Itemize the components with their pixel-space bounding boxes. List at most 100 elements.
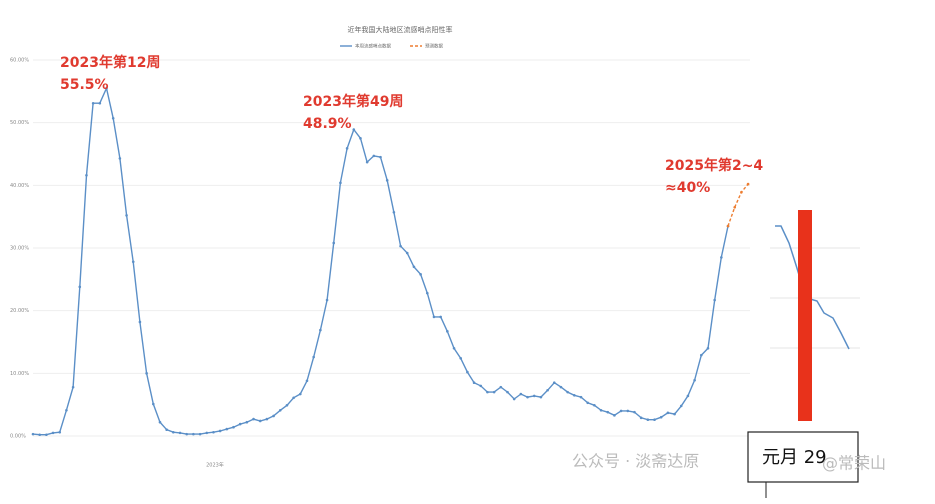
point (579, 395, 583, 399)
point (138, 320, 142, 324)
point (145, 372, 148, 375)
point (666, 411, 670, 415)
point (45, 433, 48, 437)
point (38, 433, 41, 437)
date-box (747, 431, 859, 483)
point (479, 384, 483, 388)
point (526, 395, 529, 399)
y-tick-label: 20.00% (10, 308, 29, 314)
point (432, 315, 436, 319)
point (733, 205, 737, 209)
point (626, 409, 630, 413)
point (272, 414, 275, 418)
point (105, 86, 108, 90)
date-box-text: 元月 29 (762, 447, 827, 468)
point (686, 394, 690, 398)
point (412, 265, 416, 269)
annotation: 2023年第12周 (60, 54, 160, 71)
point (646, 418, 650, 422)
red-bar (798, 210, 812, 421)
point (593, 403, 596, 407)
point (466, 370, 469, 374)
series-line (727, 183, 749, 227)
point (439, 315, 442, 319)
y-tick-label: 0.00% (10, 434, 26, 440)
point (566, 390, 569, 394)
point (452, 346, 456, 350)
point (546, 388, 549, 392)
point (552, 381, 556, 385)
point (633, 410, 636, 414)
point (91, 101, 95, 105)
annotation: 48.9% (303, 116, 352, 132)
point (472, 381, 476, 385)
point (679, 404, 683, 408)
point (506, 390, 509, 394)
point (285, 403, 289, 407)
point (706, 346, 710, 350)
point (131, 260, 135, 264)
point (111, 116, 115, 120)
point (258, 419, 262, 423)
point (512, 397, 516, 401)
point (205, 431, 209, 435)
y-tick-label: 40.00% (10, 183, 29, 189)
point (58, 430, 62, 434)
y-tick-label: 10.00% (10, 371, 29, 377)
point (405, 251, 409, 255)
point (726, 224, 730, 228)
point (51, 431, 55, 435)
point (399, 244, 402, 248)
point (232, 425, 235, 429)
point (446, 330, 449, 333)
point (392, 210, 396, 214)
point (178, 431, 182, 435)
point (332, 241, 336, 245)
point (365, 160, 369, 164)
point (252, 417, 255, 421)
point (125, 214, 128, 217)
point (319, 328, 322, 332)
point (158, 420, 162, 424)
point (212, 430, 215, 434)
point (151, 402, 155, 406)
point (185, 432, 189, 436)
point (325, 298, 329, 302)
point (359, 137, 362, 140)
point (499, 385, 503, 389)
point (372, 154, 376, 158)
point (118, 157, 122, 160)
point (740, 190, 743, 194)
point (31, 432, 35, 436)
point (459, 356, 463, 360)
watermark: @常荣山 (822, 454, 886, 473)
point (85, 174, 88, 177)
point (245, 420, 249, 424)
point (519, 392, 523, 396)
y-tick-label: 60.00% (10, 58, 29, 64)
point (700, 353, 703, 357)
point (720, 256, 723, 259)
point (659, 415, 663, 419)
point (345, 147, 349, 150)
watermark: 公众号 · 淡斋达原 (572, 452, 699, 471)
annotation: ≈40% (665, 180, 710, 196)
point (673, 412, 676, 416)
y-tick-label: 50.00% (10, 120, 29, 126)
point (165, 428, 168, 432)
point (339, 181, 342, 185)
point (192, 432, 195, 436)
legend-label: 预测数据 (425, 43, 443, 50)
point (559, 385, 563, 389)
point (539, 395, 543, 399)
point (299, 392, 302, 396)
point (573, 393, 576, 397)
point (619, 409, 623, 413)
point (71, 385, 75, 389)
point (385, 179, 389, 182)
point (225, 427, 229, 431)
point (653, 418, 656, 422)
point (586, 401, 589, 405)
